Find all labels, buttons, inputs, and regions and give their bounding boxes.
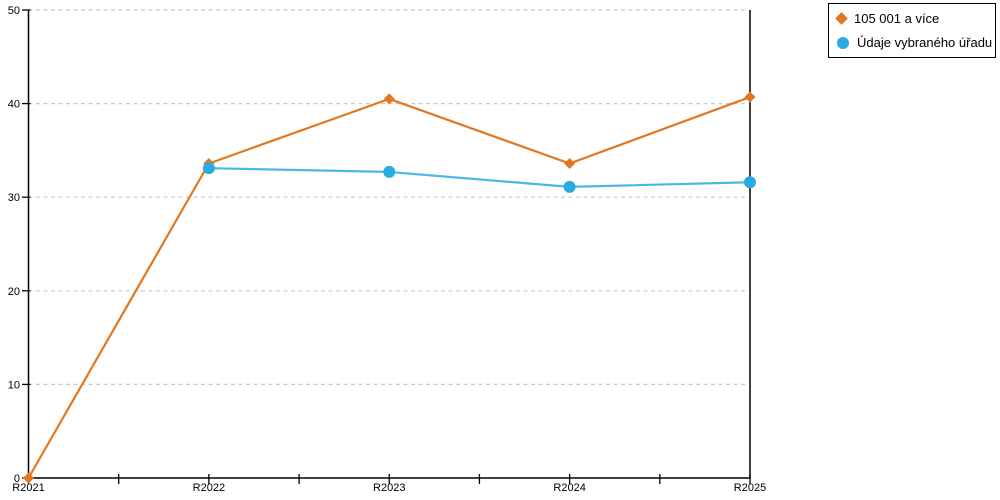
legend-item-series-2: Údaje vybraného úřadu bbox=[837, 35, 995, 50]
y-axis-tick-label: 40 bbox=[8, 99, 20, 111]
data-point-circle bbox=[202, 162, 215, 175]
data-point-diamond bbox=[23, 472, 34, 484]
series-line-1 bbox=[27, 96, 751, 479]
series-line-2 bbox=[208, 167, 751, 189]
data-point-diamond bbox=[744, 91, 756, 103]
y-axis-tick-label: 0 bbox=[14, 473, 20, 485]
y-axis-tick-label: 30 bbox=[8, 192, 20, 204]
diamond-marker-icon bbox=[835, 11, 848, 25]
legend-item-series-1: 105 001 a více bbox=[835, 10, 995, 26]
x-axis-tick-label: R2021 bbox=[12, 482, 44, 494]
data-point-diamond bbox=[383, 93, 395, 105]
data-point-circle bbox=[563, 180, 576, 193]
y-axis-tick-label: 10 bbox=[8, 379, 20, 391]
data-point-circle bbox=[744, 176, 756, 189]
legend-label: Údaje vybraného úřadu bbox=[857, 35, 993, 51]
data-point-diamond bbox=[564, 158, 576, 170]
chart-legend: 105 001 a více Údaje vybraného úřadu bbox=[828, 3, 996, 58]
legend-label: 105 001 a více bbox=[854, 10, 940, 26]
x-axis-tick-label: R2025 bbox=[734, 482, 766, 494]
x-axis-tick-label: R2022 bbox=[193, 482, 225, 494]
y-axis-tick-label: 20 bbox=[8, 286, 20, 298]
circle-marker-icon bbox=[837, 36, 849, 49]
y-axis-tick-label: 50 bbox=[8, 5, 20, 17]
data-point-circle bbox=[383, 165, 396, 178]
x-axis-tick-label: R2023 bbox=[373, 482, 405, 494]
x-axis-tick-label: R2024 bbox=[553, 482, 585, 494]
